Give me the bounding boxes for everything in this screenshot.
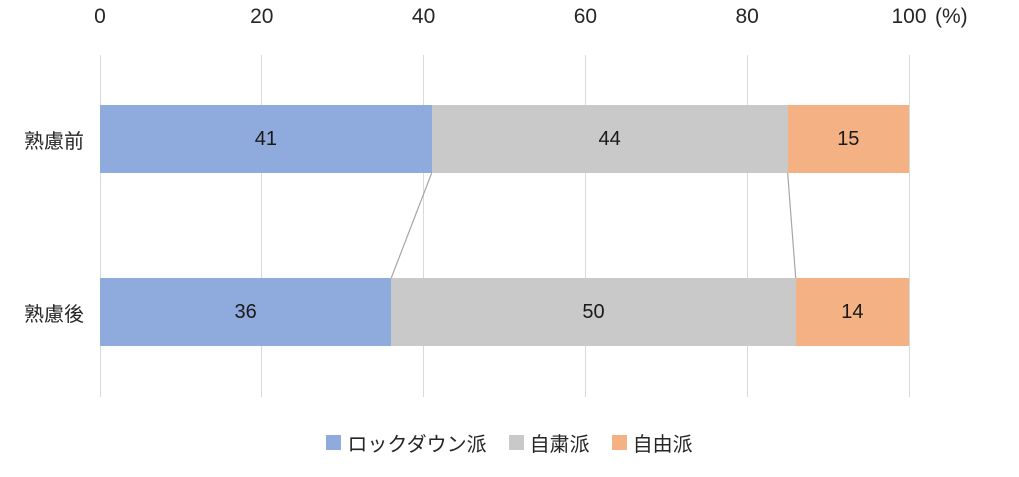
bar-segment: 50 [391,278,796,346]
bar-segment: 15 [787,105,909,173]
bar-value-label: 41 [254,127,277,150]
x-tick-label: 60 [573,5,598,28]
legend-item: 自粛派 [508,428,590,457]
connector-line [390,172,433,279]
legend-label: 自粛派 [529,434,590,456]
bar-value-label: 14 [841,300,864,323]
gridline [746,55,748,397]
bar-row: 41 44 15 [100,105,909,173]
x-tick-label: 80 [735,5,759,28]
bar-segment: 36 [100,278,392,346]
bar-row: 36 50 14 [100,278,909,346]
legend-label: 自由派 [632,434,693,456]
bar-value-label: 44 [598,127,621,150]
x-tick-label: 20 [250,5,274,28]
bar-segment: 14 [795,278,909,346]
legend-label: ロックダウン派 [347,434,487,456]
gridline [908,55,910,397]
gridline [261,55,263,397]
x-tick-label: 40 [411,5,436,28]
legend: ロックダウン派 自粛派 自由派 [0,428,1019,457]
gridline [584,55,586,397]
legend-swatch [508,435,524,450]
axis-unit-label: (%) [935,5,968,28]
legend-swatch [326,435,342,450]
bar-value-label: 15 [837,127,860,150]
gridline [99,55,101,397]
bar-value-label: 50 [582,300,605,323]
category-label: 熟慮前 [24,130,84,153]
legend-swatch [611,435,627,450]
bar-segment: 41 [100,105,432,173]
category-label: 熟慮後 [24,303,84,326]
bar-value-label: 36 [234,300,257,323]
legend-item: ロックダウン派 [326,428,487,457]
x-tick-label: 100 [891,5,927,28]
legend-item: 自由派 [611,428,693,457]
connector-line [787,172,797,279]
bar-segment: 44 [431,105,788,173]
x-tick-label: 0 [94,5,106,28]
